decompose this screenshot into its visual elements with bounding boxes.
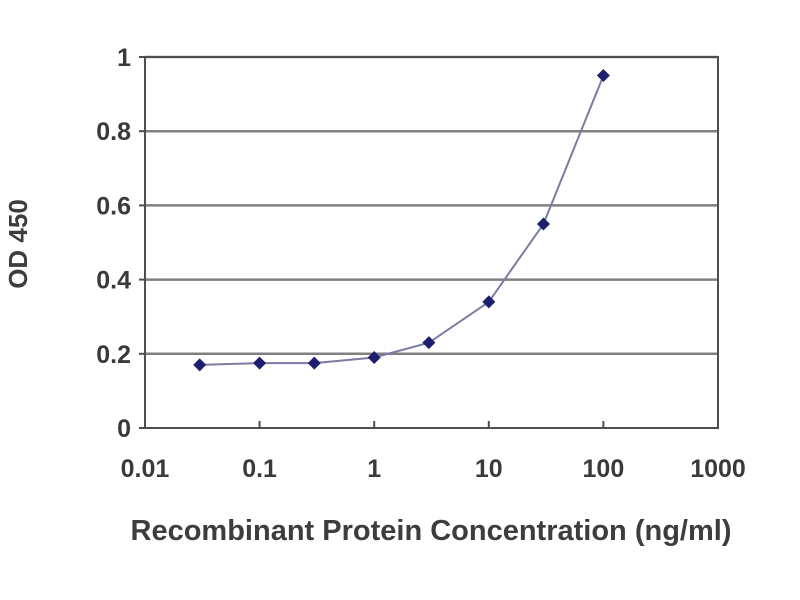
y-tick-label: 0.8	[96, 118, 131, 146]
plot-frame	[144, 56, 719, 429]
data-point-marker	[253, 356, 267, 370]
data-point-marker	[307, 356, 321, 370]
y-tick-label: 0.4	[96, 267, 131, 295]
series-line	[198, 74, 605, 366]
tick-labels: 0 0.2 0.4 0.6 0.8 1 0.01 0.1 1 10 100 1000	[96, 44, 746, 483]
data-series	[193, 69, 610, 372]
x-axis-title: Recombinant Protein Concentration (ng/ml…	[131, 515, 732, 547]
y-axis-title: OD 450	[3, 199, 33, 289]
data-point-marker	[596, 69, 610, 83]
data-point-marker	[482, 295, 496, 309]
data-point-marker	[367, 351, 381, 365]
data-point-marker	[193, 358, 207, 372]
gridlines	[145, 55, 718, 356]
data-point-marker	[536, 217, 550, 231]
y-tick-label: 0	[117, 415, 131, 443]
axis-ticks	[139, 56, 605, 429]
x-tick-label: 0.1	[242, 455, 277, 483]
y-tick-label: 0.2	[96, 341, 131, 369]
plot-border	[144, 56, 719, 429]
x-tick-label: 100	[583, 455, 625, 483]
x-tick-label: 1000	[690, 455, 746, 483]
x-tick-label: 10	[475, 455, 503, 483]
x-tick-label: 1	[367, 455, 381, 483]
x-tick-label: 0.01	[121, 455, 170, 483]
y-tick-label: 1	[117, 44, 131, 72]
y-tick-label: 0.6	[96, 192, 131, 220]
data-point-marker	[422, 336, 436, 350]
